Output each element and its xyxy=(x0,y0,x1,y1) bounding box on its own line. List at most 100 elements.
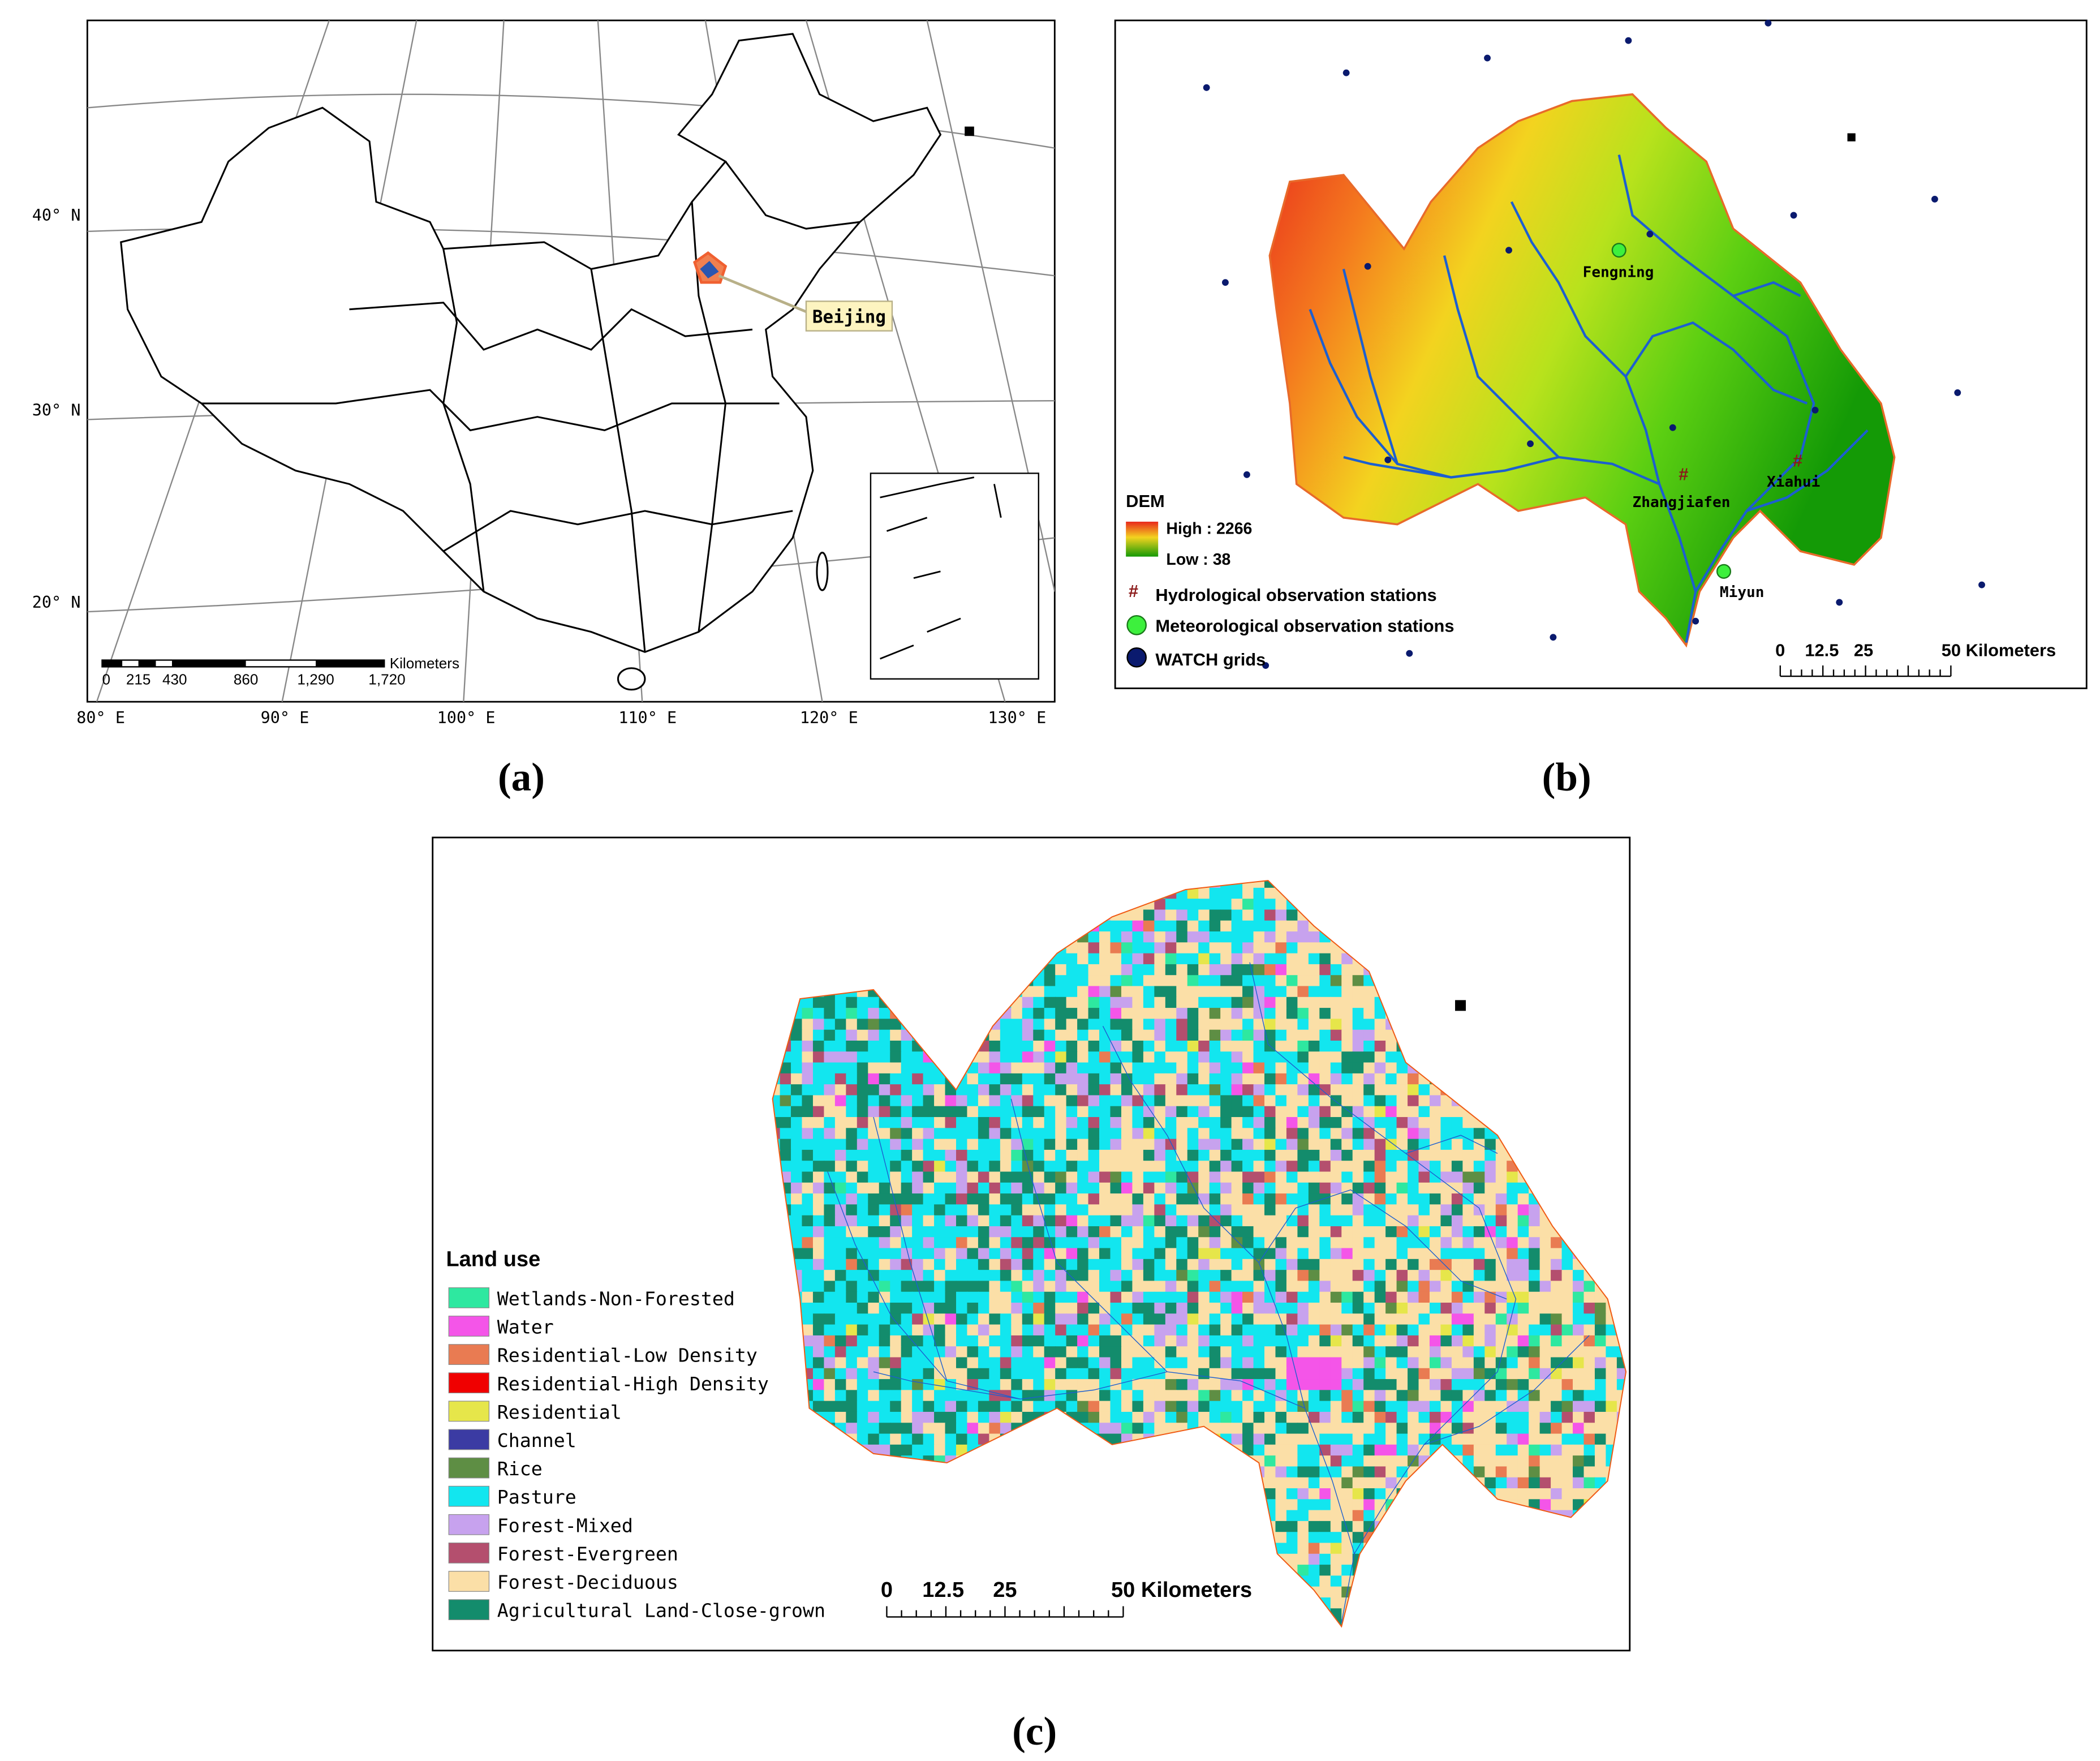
land-cell xyxy=(1507,1488,1518,1500)
land-cell xyxy=(1286,1051,1298,1063)
land-cell xyxy=(1220,1248,1232,1260)
land-cell xyxy=(1165,1291,1177,1303)
land-cell xyxy=(1495,1390,1508,1402)
land-cell xyxy=(879,1182,891,1195)
land-cell xyxy=(1176,1117,1188,1129)
land-cell xyxy=(1165,1062,1177,1074)
land-cell xyxy=(1330,1029,1342,1041)
land-cell xyxy=(1462,1139,1474,1150)
land-cell xyxy=(1220,1401,1232,1412)
land-cell xyxy=(1154,942,1166,954)
land-cell xyxy=(978,1357,990,1369)
land-cell xyxy=(934,1128,946,1140)
land-cell xyxy=(1451,1346,1464,1358)
land-cell xyxy=(1099,931,1111,943)
land-cell xyxy=(1363,1139,1375,1150)
land-cell xyxy=(1000,1106,1012,1118)
land-cell xyxy=(802,1193,814,1205)
land-cell xyxy=(1495,1291,1508,1303)
land-cell xyxy=(1231,1401,1243,1412)
land-cell xyxy=(1385,1182,1397,1195)
land-cell xyxy=(1341,1433,1353,1445)
land-cell xyxy=(1242,1423,1254,1434)
land-cell xyxy=(1583,1423,1595,1434)
land-cell xyxy=(956,1226,968,1238)
land-cell xyxy=(1396,1401,1409,1412)
land-cell xyxy=(1077,1106,1089,1118)
land-cell xyxy=(1242,1193,1254,1205)
land-cell xyxy=(1099,1084,1111,1096)
land-cell xyxy=(978,1095,990,1107)
land-cell xyxy=(901,1182,913,1195)
land-cell xyxy=(857,1401,869,1412)
land-cell xyxy=(1451,1149,1464,1162)
land-cell xyxy=(1253,920,1265,933)
land-cell xyxy=(1044,1073,1056,1085)
land-cell xyxy=(824,1248,836,1260)
marker xyxy=(1847,133,1856,141)
land-cell xyxy=(868,1433,880,1445)
land-cell xyxy=(1408,1226,1419,1238)
land-cell xyxy=(1352,1444,1365,1457)
river xyxy=(1617,154,1815,643)
land-cell xyxy=(846,1379,858,1391)
land-cell xyxy=(1583,1313,1595,1325)
land-cell xyxy=(1363,1226,1375,1238)
land-cell xyxy=(1297,1313,1309,1325)
land-cell xyxy=(1176,1291,1188,1303)
land-cell xyxy=(1275,1368,1287,1380)
land-cell xyxy=(912,1390,924,1402)
land-cell xyxy=(1143,1270,1155,1282)
land-cell xyxy=(1352,1532,1365,1544)
land-cell xyxy=(812,1073,825,1085)
land-cell xyxy=(1363,1390,1375,1402)
dem-ramp xyxy=(1126,521,1159,557)
land-cell xyxy=(1319,1313,1331,1325)
land-cell xyxy=(1330,1106,1342,1118)
land-cell xyxy=(1396,1062,1409,1074)
land-cell xyxy=(1275,1226,1287,1238)
land-cell xyxy=(1231,887,1243,900)
land-cell xyxy=(1253,1357,1265,1369)
land-cell xyxy=(1022,1270,1034,1282)
land-cell xyxy=(1066,1291,1078,1303)
land-cell xyxy=(1473,1182,1486,1195)
land-cell xyxy=(1022,1291,1034,1303)
land-cell xyxy=(1220,1161,1232,1172)
land-cell xyxy=(802,1248,814,1260)
land-cell xyxy=(1066,1084,1078,1096)
land-cell xyxy=(1209,1248,1221,1260)
land-cell xyxy=(1011,1008,1023,1020)
land-cell xyxy=(901,1346,913,1358)
land-cell xyxy=(1121,1423,1133,1434)
land-cell xyxy=(1198,931,1210,943)
land-cell xyxy=(1077,1084,1089,1096)
land-cell xyxy=(890,1171,902,1183)
land-cell xyxy=(1341,986,1353,998)
land-cell xyxy=(1044,986,1056,998)
land-cell xyxy=(1088,1128,1100,1140)
land-cell xyxy=(1011,1040,1023,1053)
land-cell xyxy=(1176,1411,1188,1424)
land-cell xyxy=(1440,1433,1452,1445)
land-cell xyxy=(1209,1237,1221,1249)
land-cell xyxy=(1396,1444,1409,1457)
land-cell xyxy=(890,1193,902,1205)
land-cell xyxy=(1275,1259,1287,1271)
land-cell xyxy=(956,1357,968,1369)
land-cell xyxy=(1209,1357,1221,1369)
land-cell xyxy=(1484,1204,1496,1216)
land-cell xyxy=(1517,1488,1530,1500)
land-cell xyxy=(1220,942,1232,954)
land-cell xyxy=(1264,1008,1276,1020)
land-cell xyxy=(1176,1204,1188,1216)
land-cell xyxy=(1551,1303,1563,1315)
land-cell xyxy=(1297,1423,1309,1434)
land-cell xyxy=(1408,1161,1419,1172)
land-cell xyxy=(834,1313,847,1325)
land-cell xyxy=(1507,1346,1518,1358)
land-cell xyxy=(1176,1303,1188,1315)
land-cell xyxy=(1176,1128,1188,1140)
land-cell xyxy=(1077,1324,1089,1336)
land-cell xyxy=(945,1401,957,1412)
